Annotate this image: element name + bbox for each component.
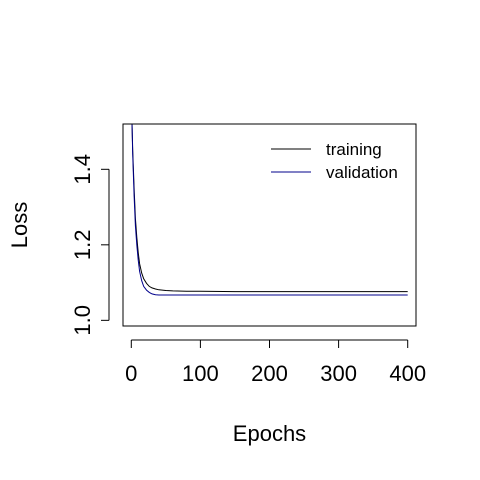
x-tick-label: 200 <box>251 361 288 386</box>
legend-label-training: training <box>326 140 382 159</box>
y-tick-label: 1.2 <box>70 230 95 261</box>
x-axis-title: Epochs <box>233 421 306 446</box>
x-tick-label: 0 <box>125 361 137 386</box>
series-layer <box>131 124 408 296</box>
x-axis: 0 100 200 300 400 <box>125 339 426 386</box>
plot-frame <box>122 123 417 327</box>
series-line-training <box>131 124 408 293</box>
series-line-validation <box>131 124 408 296</box>
legend: training validation <box>271 140 398 182</box>
x-tick-label: 100 <box>182 361 219 386</box>
y-axis: 1.0 1.2 1.4 <box>70 154 110 336</box>
x-tick-label: 400 <box>389 361 426 386</box>
y-tick-label: 1.4 <box>70 154 95 185</box>
y-tick-label: 1.0 <box>70 305 95 336</box>
y-axis-title: Loss <box>7 202 32 248</box>
legend-label-validation: validation <box>326 163 398 182</box>
x-tick-label: 300 <box>320 361 357 386</box>
